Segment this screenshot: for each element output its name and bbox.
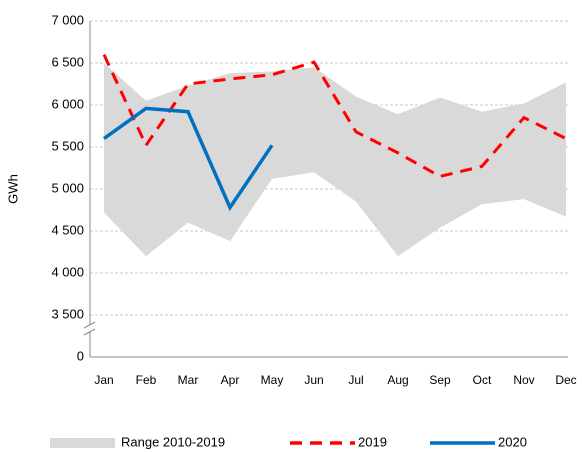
legend-label: Range 2010-2019 [121,434,225,449]
legend-label: 2019 [358,434,387,449]
x-tick-label: Jan [94,373,113,387]
y-tick-label: 5 500 [51,138,84,153]
x-tick-label: Mar [178,373,199,387]
y-tick-label: 0 [77,348,84,363]
x-tick-label: Apr [221,373,240,387]
y-tick-label: 4 000 [51,264,84,279]
line-series [102,53,567,178]
x-tick-label: Jul [348,373,363,387]
y-tick-label: 4 500 [51,222,84,237]
legend-label: 2020 [498,434,527,449]
x-tick-label: Sep [429,373,451,387]
y-tick-label: 6 500 [51,54,84,69]
x-tick-label: Oct [473,373,492,387]
x-tick-label: May [261,373,284,387]
y-tick-label: 3 500 [51,306,84,321]
x-tick-label: Aug [387,373,408,387]
y-axis-label: GWh [5,174,20,204]
y-tick-label: 6 000 [51,96,84,111]
x-tick-label: Nov [513,373,534,387]
line-series [102,106,274,212]
y-tick-label: 7 000 [51,12,84,27]
y-tick-label: 5 000 [51,180,84,195]
axis-break [83,321,96,336]
x-tick-label: Jun [304,373,323,387]
x-tick-label: Feb [136,373,157,387]
x-tick-label: Dec [555,373,576,387]
range-area [104,63,566,257]
legend-swatch [50,438,115,448]
